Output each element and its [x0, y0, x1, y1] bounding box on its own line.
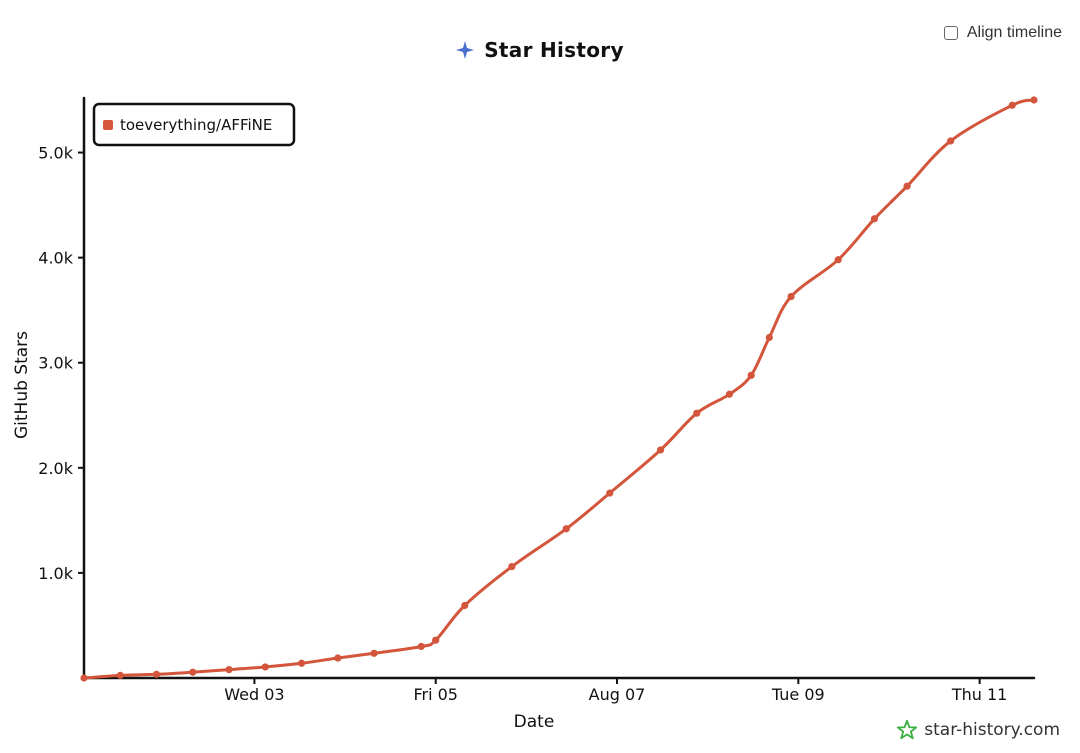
data-point[interactable] — [1008, 101, 1016, 109]
y-tick-label: 5.0k — [38, 144, 73, 163]
y-tick-label: 3.0k — [38, 354, 73, 373]
data-point[interactable] — [870, 215, 879, 223]
series — [80, 96, 1038, 682]
legend-swatch — [103, 120, 113, 130]
align-timeline-toggle[interactable]: Align timeline — [943, 24, 1062, 42]
data-point[interactable] — [787, 292, 795, 301]
data-point[interactable] — [116, 671, 124, 679]
x-tick-label: Thu 11 — [951, 685, 1008, 704]
legend: toeverything/AFFiNE — [92, 102, 296, 147]
series-line — [82, 98, 1036, 680]
x-tick-label: Fri 05 — [413, 685, 458, 704]
y-tick-label: 4.0k — [38, 249, 73, 268]
data-point[interactable] — [1030, 96, 1038, 104]
data-point[interactable] — [334, 654, 342, 662]
legend-box — [92, 102, 296, 147]
align-timeline-label: Align timeline — [966, 24, 1062, 41]
star-outline-icon — [897, 719, 918, 740]
watermark-text: star-history.com — [924, 720, 1060, 740]
data-point[interactable] — [606, 489, 614, 497]
y-tick-label: 1.0k — [38, 564, 73, 583]
data-point[interactable] — [747, 371, 755, 379]
y-tick-label: 2.0k — [38, 459, 73, 478]
data-point[interactable] — [261, 663, 269, 671]
data-point[interactable] — [461, 601, 469, 610]
data-point[interactable] — [152, 670, 161, 678]
watermark[interactable]: star-history.com — [896, 719, 1060, 741]
data-point[interactable] — [370, 649, 378, 657]
data-point[interactable] — [903, 182, 911, 190]
data-point[interactable] — [297, 659, 306, 667]
axes — [82, 96, 1036, 681]
x-tick-label: Aug 07 — [589, 685, 646, 704]
checkbox-icon[interactable] — [943, 26, 958, 40]
chart-title: Star History — [0, 38, 1080, 62]
data-point[interactable] — [417, 642, 425, 651]
y-axis-label: GitHub Stars — [12, 331, 32, 439]
data-point[interactable] — [432, 636, 440, 644]
data-point[interactable] — [656, 446, 665, 454]
data-point[interactable] — [725, 390, 734, 398]
data-point[interactable] — [947, 137, 955, 145]
data-point[interactable] — [508, 563, 516, 571]
legend-item[interactable]: toeverything/AFFiNE — [92, 102, 296, 147]
sparkle-icon — [456, 41, 475, 59]
legend-label: toeverything/AFFiNE — [120, 116, 272, 134]
data-point[interactable] — [562, 525, 570, 533]
data-point[interactable] — [189, 668, 197, 676]
data-point[interactable] — [834, 256, 842, 264]
data-point[interactable] — [80, 674, 88, 682]
ticks: 1.0k 2.0k 3.0k 4.0k 5.0k Wed 03 Fri 05 Aug 07 Tu… — [38, 144, 1007, 704]
x-axis-label: Date — [514, 712, 555, 732]
x-tick-label: Wed 03 — [224, 685, 284, 704]
data-point[interactable] — [693, 409, 701, 417]
chart-title-text: Star History — [484, 38, 624, 62]
x-tick-label: Tue 09 — [771, 685, 825, 704]
data-point[interactable] — [225, 665, 233, 674]
data-point[interactable] — [765, 333, 773, 342]
